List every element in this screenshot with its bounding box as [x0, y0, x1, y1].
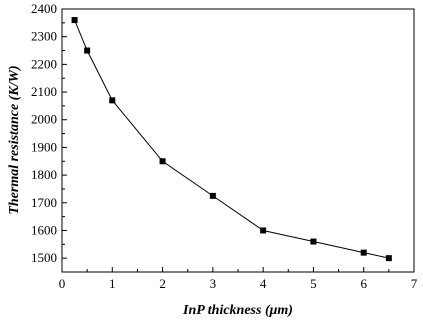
- series-markers: [71, 17, 392, 262]
- x-tick-label-6: 6: [360, 276, 367, 291]
- y-tick-label-7: 2200: [31, 56, 57, 71]
- x-tick-label-0: 0: [59, 276, 66, 291]
- x-tick-label-7: 7: [411, 276, 418, 291]
- x-axis: 0 1 2 3 4 5 6 7: [59, 267, 418, 291]
- data-point-0: [71, 17, 78, 24]
- x-axis-title: InP thickness (μm): [182, 303, 293, 318]
- data-point-4: [209, 192, 216, 199]
- y-tick-label-1: 1600: [31, 222, 57, 237]
- y-tick-label-0: 1500: [31, 250, 57, 265]
- y-tick-label-9: 2400: [31, 1, 57, 16]
- data-point-2: [109, 97, 116, 104]
- y-tick-label-6: 2100: [31, 84, 57, 99]
- series-line: [74, 19, 389, 259]
- plot-frame: [61, 8, 415, 273]
- y-tick-label-2: 1700: [31, 195, 57, 210]
- y-axis: 1500 1600 1700 1800 1900 2000 2100 2200 2300 2400: [31, 1, 67, 265]
- data-point-1: [84, 47, 91, 54]
- x-tick-label-1: 1: [109, 276, 116, 291]
- y-tick-label-3: 1800: [31, 167, 57, 182]
- y-axis-title: Thermal resistance (K/W): [7, 65, 22, 214]
- x-tick-label-2: 2: [159, 276, 166, 291]
- data-point-8: [385, 255, 392, 262]
- y-tick-label-8: 2300: [31, 29, 57, 44]
- x-tick-label-5: 5: [310, 276, 317, 291]
- data-point-5: [260, 227, 267, 234]
- x-tick-label-4: 4: [260, 276, 267, 291]
- y-tick-label-4: 1900: [31, 139, 57, 154]
- data-point-7: [360, 249, 367, 256]
- data-point-3: [159, 158, 166, 165]
- y-tick-label-5: 2000: [31, 112, 57, 127]
- x-tick-label-3: 3: [210, 276, 217, 291]
- data-point-6: [310, 238, 317, 245]
